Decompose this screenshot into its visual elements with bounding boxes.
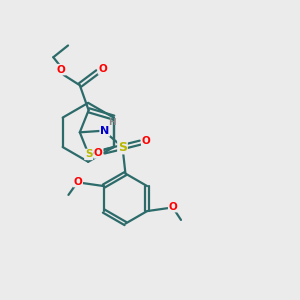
Text: O: O <box>142 136 150 146</box>
Text: O: O <box>74 177 82 187</box>
Text: O: O <box>57 64 66 75</box>
Text: O: O <box>169 202 177 212</box>
Text: N: N <box>100 126 110 136</box>
Text: O: O <box>94 148 103 158</box>
Text: H: H <box>108 118 116 127</box>
Text: S: S <box>118 141 127 154</box>
Text: S: S <box>85 149 92 159</box>
Text: O: O <box>98 64 107 74</box>
